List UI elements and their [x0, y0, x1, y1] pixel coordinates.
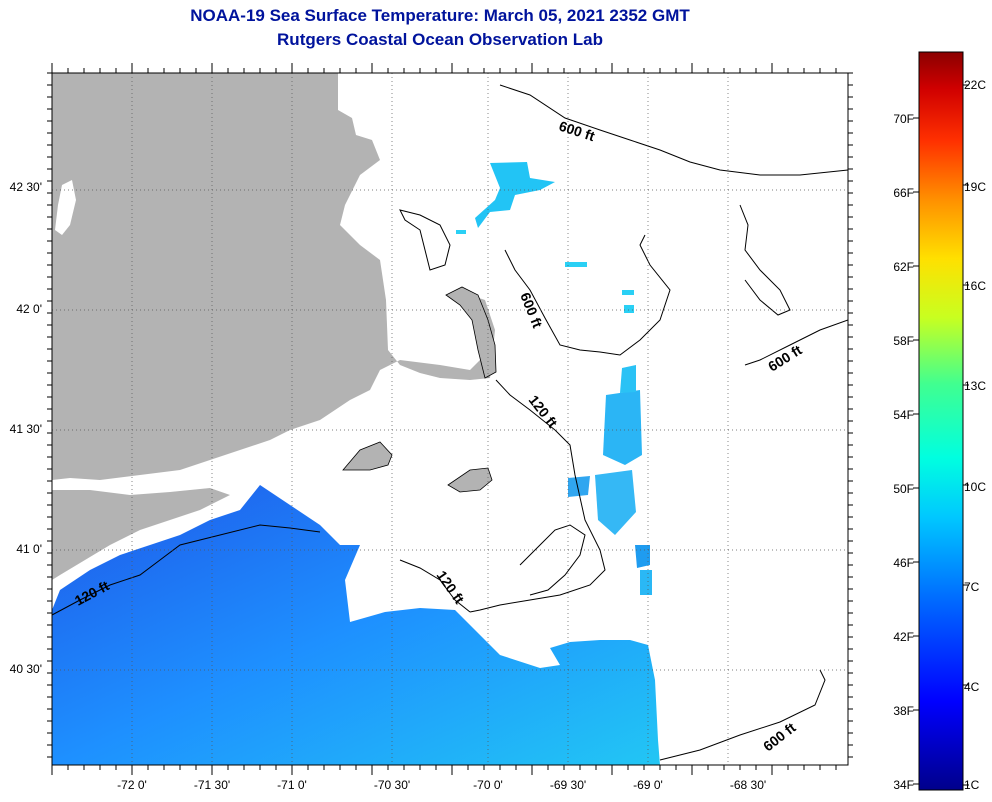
contour-600ft-se — [659, 669, 826, 761]
colorbar-label-54f: 54F — [893, 408, 914, 422]
sst-patch-small3 — [622, 290, 634, 295]
sst-patch-east — [603, 390, 642, 465]
colorbar-label-62f: 62F — [893, 260, 914, 274]
lon-label-68-30: -68 30' — [729, 778, 767, 792]
land-coast-south — [52, 488, 230, 580]
island-marthas-vineyard — [342, 441, 393, 471]
sst-patch-small1 — [635, 545, 650, 568]
map-subtitle: Rutgers Coastal Ocean Observation Lab — [277, 30, 603, 49]
sst-patch-north — [475, 162, 555, 228]
colorbar-label-4c: 4C — [964, 680, 980, 694]
colorbar-label-19c: 19C — [964, 180, 987, 194]
sst-patch-small4 — [624, 305, 634, 313]
contour-600ft-mid — [504, 234, 671, 356]
contour-600ft-north — [499, 84, 848, 176]
colorbar-label-22c: 22C — [964, 78, 987, 92]
colorbar-label-1c: 1C — [964, 778, 980, 792]
sst-patch-east2 — [595, 470, 636, 535]
lat-label-42-0: 42 0' — [16, 302, 42, 316]
colorbar-label-50f: 50F — [893, 482, 914, 496]
lat-label-40-30: 40 30' — [9, 662, 42, 676]
lon-label-71-30: -71 30' — [193, 778, 231, 792]
colorbar-label-38f: 38F — [893, 704, 914, 718]
lon-label-71-0: -71 0' — [277, 778, 307, 792]
sst-water-south — [52, 485, 660, 765]
lon-label-69-30: -69 30' — [549, 778, 587, 792]
lon-label-69-0: -69 0' — [633, 778, 663, 792]
sst-patch-small6 — [456, 230, 466, 234]
map-frame — [51, 72, 849, 766]
colorbar-label-42f: 42F — [893, 630, 914, 644]
tick-marks — [47, 63, 853, 775]
coastline-islands-east — [519, 524, 586, 596]
colorbar-label-16c: 16C — [964, 279, 987, 293]
sst-patch-mid — [620, 365, 636, 393]
sst-patch-small2 — [640, 570, 652, 595]
contour-600ft-east — [744, 319, 848, 366]
colorbar-label-66f: 66F — [893, 186, 914, 200]
coastline-north-shoal — [739, 204, 791, 316]
coastline-gulf-shoal — [399, 209, 451, 271]
land-cape-cod — [445, 286, 497, 379]
sst-patch-small5 — [565, 262, 587, 267]
colorbar-label-46f: 46F — [893, 556, 914, 570]
lon-label-72-0: -72 0' — [117, 778, 147, 792]
sst-patch-east3 — [568, 476, 590, 497]
contour-120ft-south — [399, 559, 471, 613]
contour-120ft-west — [52, 524, 321, 616]
graticule — [52, 73, 848, 765]
lon-label-70-0: -70 0' — [473, 778, 503, 792]
colorbar-label-58f: 58F — [893, 334, 914, 348]
colorbar-label-70f: 70F — [893, 112, 914, 126]
colorbar-label-10c: 10C — [964, 480, 987, 494]
colorbar-label-13c: 13C — [964, 379, 987, 393]
colorbar-label-7c: 7C — [964, 580, 980, 594]
colorbar-ticks — [913, 84, 969, 786]
land-lake — [55, 180, 76, 235]
colorbar — [918, 51, 964, 791]
colorbar-label-34f: 34F — [893, 778, 914, 792]
lat-label-41-30: 41 30' — [9, 422, 42, 436]
land-mainland — [52, 73, 495, 480]
lon-label-70-30: -70 30' — [373, 778, 411, 792]
lat-label-42-30: 42 30' — [9, 180, 42, 194]
lat-label-41-0: 41 0' — [16, 542, 42, 556]
island-nantucket — [447, 467, 493, 493]
map-title: NOAA-19 Sea Surface Temperature: March 0… — [190, 6, 690, 25]
